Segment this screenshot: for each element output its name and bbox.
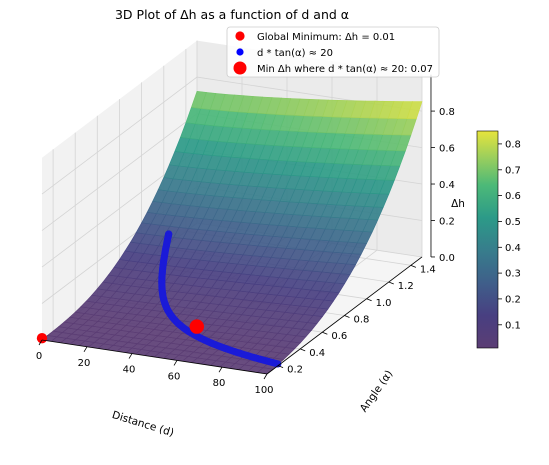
colorbar-tick-label: 0.2 bbox=[505, 294, 521, 305]
y-tick-mark bbox=[277, 365, 284, 369]
z-tick-label: 0.0 bbox=[439, 253, 455, 264]
y-axis-label: Angle (α) bbox=[358, 368, 396, 414]
y-tick-mark bbox=[344, 315, 350, 318]
legend-marker-curve bbox=[236, 48, 244, 56]
y-tick-label: 0.8 bbox=[354, 315, 370, 326]
grid-line-dh bbox=[41, 76, 423, 195]
x-tick-mark bbox=[38, 339, 43, 346]
y-axis-line bbox=[266, 256, 423, 375]
x-tick-mark bbox=[128, 353, 133, 359]
legend: Global Minimum: Δh = 0.01 d * tan(α) ≈ 2… bbox=[226, 26, 440, 78]
y-tick-label: 0.6 bbox=[331, 331, 347, 342]
x-tick-mark bbox=[263, 373, 268, 380]
legend-label-curve: d * tan(α) ≈ 20 bbox=[257, 48, 333, 59]
z-tick-label: 0.8 bbox=[439, 107, 455, 118]
y-tick-mark bbox=[388, 281, 394, 285]
y-tick-label: 0.4 bbox=[309, 348, 325, 359]
legend-marker-global-minimum bbox=[235, 31, 245, 41]
x-tick-label: 20 bbox=[78, 358, 91, 369]
x-tick-label: 60 bbox=[168, 371, 181, 382]
z-tick-label: 0.2 bbox=[439, 217, 455, 228]
x-tick-label: 100 bbox=[254, 385, 273, 396]
legend-label-global-minimum: Global Minimum: Δh = 0.01 bbox=[257, 32, 395, 43]
x-axis-label: Distance (d) bbox=[110, 409, 175, 439]
curve-point bbox=[274, 360, 282, 368]
y-tick-label: 1.4 bbox=[420, 264, 436, 275]
z-tick-label: 0.6 bbox=[439, 144, 455, 155]
colorbar-ticks: 0.1 0.2 0.3 0.4 0.5 0.6 0.7 0.8 bbox=[498, 139, 521, 331]
series-d-tan-alpha-curve bbox=[158, 230, 282, 368]
y-tick-label: 1.2 bbox=[398, 281, 414, 292]
z-axis-label: Δh bbox=[451, 198, 465, 210]
colorbar-tick-label: 0.6 bbox=[505, 191, 521, 202]
colorbar-tick-label: 0.7 bbox=[505, 165, 521, 176]
y-tick-label: 0.2 bbox=[287, 365, 303, 376]
y-tick-mark bbox=[300, 348, 306, 352]
axes: 0 20 40 60 80 100 0.2 0.4 0.6 0.8 1.0 1.2 1.40.0 0.2 0… bbox=[36, 74, 455, 396]
legend-label-min-on-curve: Min Δh where d * tan(α) ≈ 20: 0.07 bbox=[257, 64, 433, 75]
y-tick-mark bbox=[410, 264, 417, 268]
chart-title: 3D Plot of Δh as a function of d and α bbox=[115, 7, 349, 22]
x-tick-mark bbox=[218, 366, 223, 373]
markers bbox=[36, 319, 204, 344]
surface-patch bbox=[406, 101, 423, 120]
x-tick-mark bbox=[173, 360, 178, 366]
colorbar-tick-label: 0.1 bbox=[505, 320, 521, 331]
y-tick-mark bbox=[366, 298, 372, 302]
x-tick-label: 0 bbox=[36, 351, 42, 362]
y-tick-mark bbox=[322, 331, 328, 335]
min-on-curve-marker bbox=[189, 319, 204, 334]
legend-marker-min-on-curve bbox=[233, 61, 247, 75]
legend-box bbox=[226, 26, 440, 78]
colorbar bbox=[476, 130, 499, 349]
global-minimum-marker bbox=[36, 333, 48, 344]
x-tick-mark bbox=[83, 346, 88, 353]
x-axis-line bbox=[41, 339, 268, 375]
x-tick-label: 80 bbox=[213, 378, 226, 389]
z-tick-label: 0.4 bbox=[439, 180, 455, 191]
x-tick-label: 40 bbox=[123, 365, 136, 376]
colorbar-tick-label: 0.4 bbox=[505, 243, 521, 254]
colorbar-tick-label: 0.3 bbox=[505, 269, 521, 280]
y-tick-label: 1.0 bbox=[376, 298, 392, 309]
colorbar-tick-label: 0.5 bbox=[505, 217, 521, 228]
colorbar-tick-label: 0.8 bbox=[505, 139, 521, 150]
